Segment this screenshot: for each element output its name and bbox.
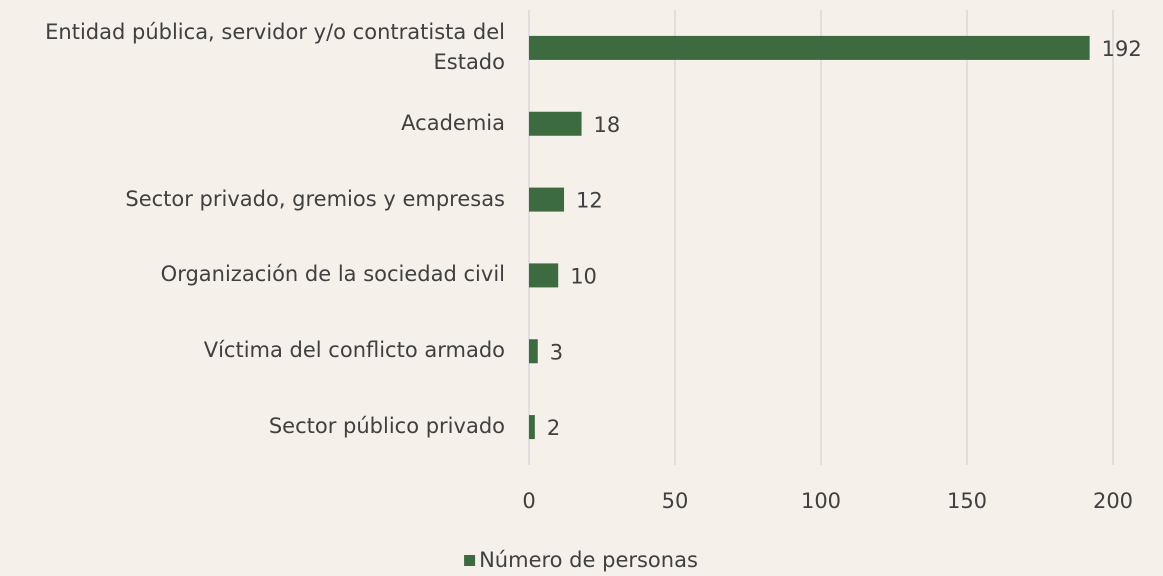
bar (529, 263, 559, 288)
legend-label: Número de personas (479, 548, 698, 572)
y-tick-label: Entidad pública, servidor y/o contratist… (45, 19, 505, 74)
x-tick-label: 50 (662, 489, 689, 513)
data-label: 2 (547, 416, 560, 440)
data-label: 192 (1102, 37, 1142, 61)
y-tick-label: Sector público privado (268, 414, 505, 439)
x-tick-label: 150 (947, 489, 987, 513)
x-tick-label: 0 (522, 489, 535, 513)
bar (529, 415, 535, 440)
y-tick-label: Sector privado, gremios y empresas (125, 186, 505, 211)
bar (529, 111, 582, 136)
y-tick-label: Víctima del conflicto armado (203, 338, 505, 363)
x-tick-label: 100 (801, 489, 841, 513)
data-label: 3 (550, 340, 563, 364)
y-tick-label: Organización de la sociedad civil (160, 262, 505, 287)
data-label: 12 (576, 189, 603, 213)
x-tick-label: 200 (1093, 489, 1133, 513)
data-label: 10 (570, 264, 597, 288)
legend-swatch (464, 555, 476, 566)
bar (529, 339, 538, 364)
bar (529, 187, 565, 212)
bar (529, 35, 1090, 60)
data-label: 18 (594, 113, 621, 137)
y-tick-label: Academia (401, 110, 505, 135)
